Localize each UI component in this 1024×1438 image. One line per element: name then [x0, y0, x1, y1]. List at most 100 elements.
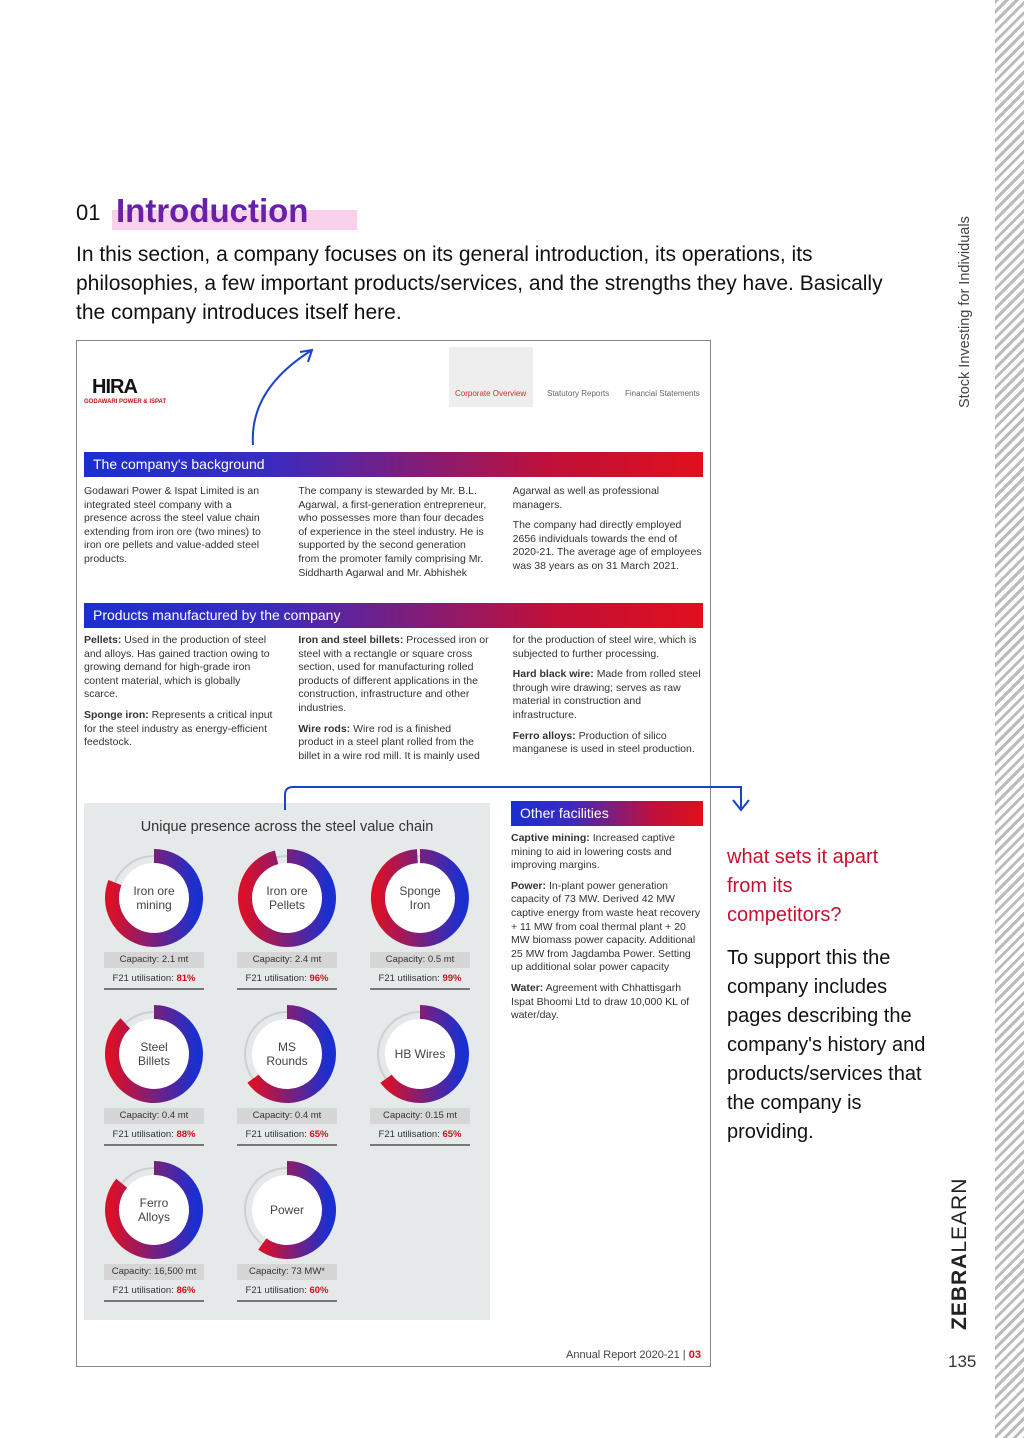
title-highlight: [112, 210, 357, 230]
item-text: Represents a critical input for the stee…: [84, 708, 273, 749]
section-banner: Products manufactured by the company: [84, 603, 703, 628]
donut-arc: [238, 849, 336, 947]
donut-label: MS Rounds: [266, 1040, 308, 1068]
utilisation-value: 60%: [309, 1285, 329, 1296]
products-text: Pellets: Used in the production of steel…: [84, 634, 703, 784]
item-text: In-plant power generation capacity of 73…: [511, 879, 701, 974]
logo-tagline: GODAWARI POWER & ISPAT: [84, 399, 167, 405]
utilisation-value: 88%: [176, 1129, 196, 1140]
donut-inner: [252, 1019, 322, 1089]
donut-arc: [258, 1161, 336, 1259]
donut: [238, 849, 336, 947]
background-text: Godawari Power & Ispat Limited is an int…: [84, 485, 703, 580]
item: Water: Agreement with Chhattisgarh Ispat…: [511, 982, 703, 1023]
annotation-question: what sets it apart from its competitors?: [727, 846, 879, 926]
item-term: Hard black wire:: [512, 668, 594, 681]
hatched-border: [995, 0, 1024, 1438]
utilisation-value: 99%: [442, 973, 462, 984]
donut-label: Power: [269, 1203, 304, 1217]
capacity: Capacity: 73 MW*: [237, 1264, 337, 1280]
item: Captive mining: Increased captive mining…: [511, 832, 703, 873]
donut-arc: [105, 1161, 203, 1259]
item-term: Water:: [511, 981, 544, 994]
brand-light: LEARN: [948, 1177, 971, 1253]
chart-item: Iron ore mining Capacity: 2.1 mt F21 utili…: [94, 848, 214, 998]
donut: [105, 1161, 203, 1259]
item-text: Wire rod is a finished product in a stee…: [298, 634, 697, 762]
donut-arc: [370, 849, 469, 947]
nav-item: Financial Statements: [625, 389, 700, 398]
chart-item: Steel Billets Capacity: 0.4 mt F21 utilisa…: [94, 1004, 214, 1154]
item: Pellets: Used in the production of steel…: [84, 634, 274, 702]
donut-arc: [105, 849, 203, 947]
donut-inner: [119, 1175, 189, 1245]
chart-item: MS Rounds Capacity: 0.4 mt F21 utilisation…: [227, 1004, 347, 1154]
utilisation: F21 utilisation: 99%: [370, 970, 470, 990]
donut: [377, 1005, 469, 1103]
capacity: Capacity: 0.5 mt: [370, 952, 470, 968]
page-number: 135: [948, 1352, 977, 1371]
donut-label: Iron ore mining: [133, 884, 175, 912]
document-frame: [76, 340, 711, 1367]
utilisation-caption: F21 utilisation:: [112, 973, 174, 984]
item-term: Iron and steel billets:: [298, 634, 404, 646]
utilisation-value: 86%: [176, 1285, 196, 1296]
item-term: Sponge iron:: [84, 708, 149, 721]
donut-inner: [252, 863, 322, 933]
nav-highlight: [449, 347, 533, 407]
donut: [244, 1161, 336, 1259]
item-term: Wire rods:: [298, 722, 351, 735]
utilisation: F21 utilisation: 65%: [370, 1126, 470, 1146]
capacity: Capacity: 2.4 mt: [237, 952, 337, 968]
donut: [244, 1005, 336, 1103]
nav-item: Statutory Reports: [547, 389, 610, 398]
item-text: Increased captive mining to aid in lower…: [511, 832, 675, 872]
capacity: Capacity: 0.4 mt: [237, 1108, 337, 1124]
facilities-text: Captive mining: Increased captive mining…: [511, 832, 703, 1030]
item: Sponge iron: Represents a critical input…: [84, 709, 274, 750]
donut-inner: [252, 1175, 322, 1245]
donut-inner: [385, 1019, 455, 1089]
donut-label: Ferro Alloys: [137, 1196, 170, 1224]
utilisation-caption: F21 utilisation:: [245, 973, 307, 984]
footer: Annual Report 2020-21 | 03: [566, 1349, 701, 1361]
paragraph: Godawari Power & Ispat Limited is an int…: [84, 485, 261, 565]
section-number: 01: [76, 200, 101, 225]
book-title: Stock Investing for Individuals: [957, 216, 973, 408]
item-term: Ferro alloys:: [512, 729, 576, 742]
item-term: Power:: [511, 879, 547, 892]
item: Hard black wire: Made from rolled steel …: [513, 668, 703, 722]
logo-name: HIRA: [92, 376, 138, 398]
donut-arc: [380, 1005, 469, 1103]
donut: [105, 849, 203, 947]
capacity: Capacity: 16,500 mt: [104, 1264, 204, 1280]
donut-inner: [119, 863, 189, 933]
utilisation-caption: F21 utilisation:: [245, 1129, 307, 1140]
item-text: Used in the production of steel and allo…: [84, 634, 270, 701]
utilisation: F21 utilisation: 96%: [237, 970, 337, 990]
utilisation-value: 65%: [309, 1129, 329, 1140]
brand: ZEBRALEARN: [948, 1178, 972, 1330]
utilisation: F21 utilisation: 60%: [237, 1282, 337, 1302]
footer-text: Annual Report 2020-21 |: [566, 1349, 686, 1361]
utilisation-value: 65%: [442, 1129, 462, 1140]
annotation-answer: To support this the company includes pag…: [727, 947, 926, 1143]
utilisation-caption: F21 utilisation:: [378, 973, 440, 984]
donut-inner: [119, 1019, 189, 1089]
donut-label: Steel Billets: [137, 1040, 170, 1068]
donut-label: Sponge Iron: [399, 884, 441, 912]
item-term: Pellets:: [84, 634, 122, 646]
paragraph: The company had directly employed 2656 i…: [512, 519, 702, 572]
donut-label: Iron ore Pellets: [266, 884, 308, 912]
utilisation-value: 81%: [176, 973, 196, 984]
donut-arc: [105, 1005, 203, 1103]
brand-bold: ZEBRA: [948, 1252, 971, 1330]
capacity: Capacity: 0.4 mt: [104, 1108, 204, 1124]
paragraph: The company is stewarded by Mr. B.L. Aga…: [298, 485, 660, 579]
item: Wire rods: Wire rod is a finished produc…: [298, 634, 703, 763]
donut: [105, 1005, 203, 1103]
utilisation: F21 utilisation: 88%: [104, 1126, 204, 1146]
utilisation: F21 utilisation: 65%: [237, 1126, 337, 1146]
arrowhead: [732, 799, 750, 812]
